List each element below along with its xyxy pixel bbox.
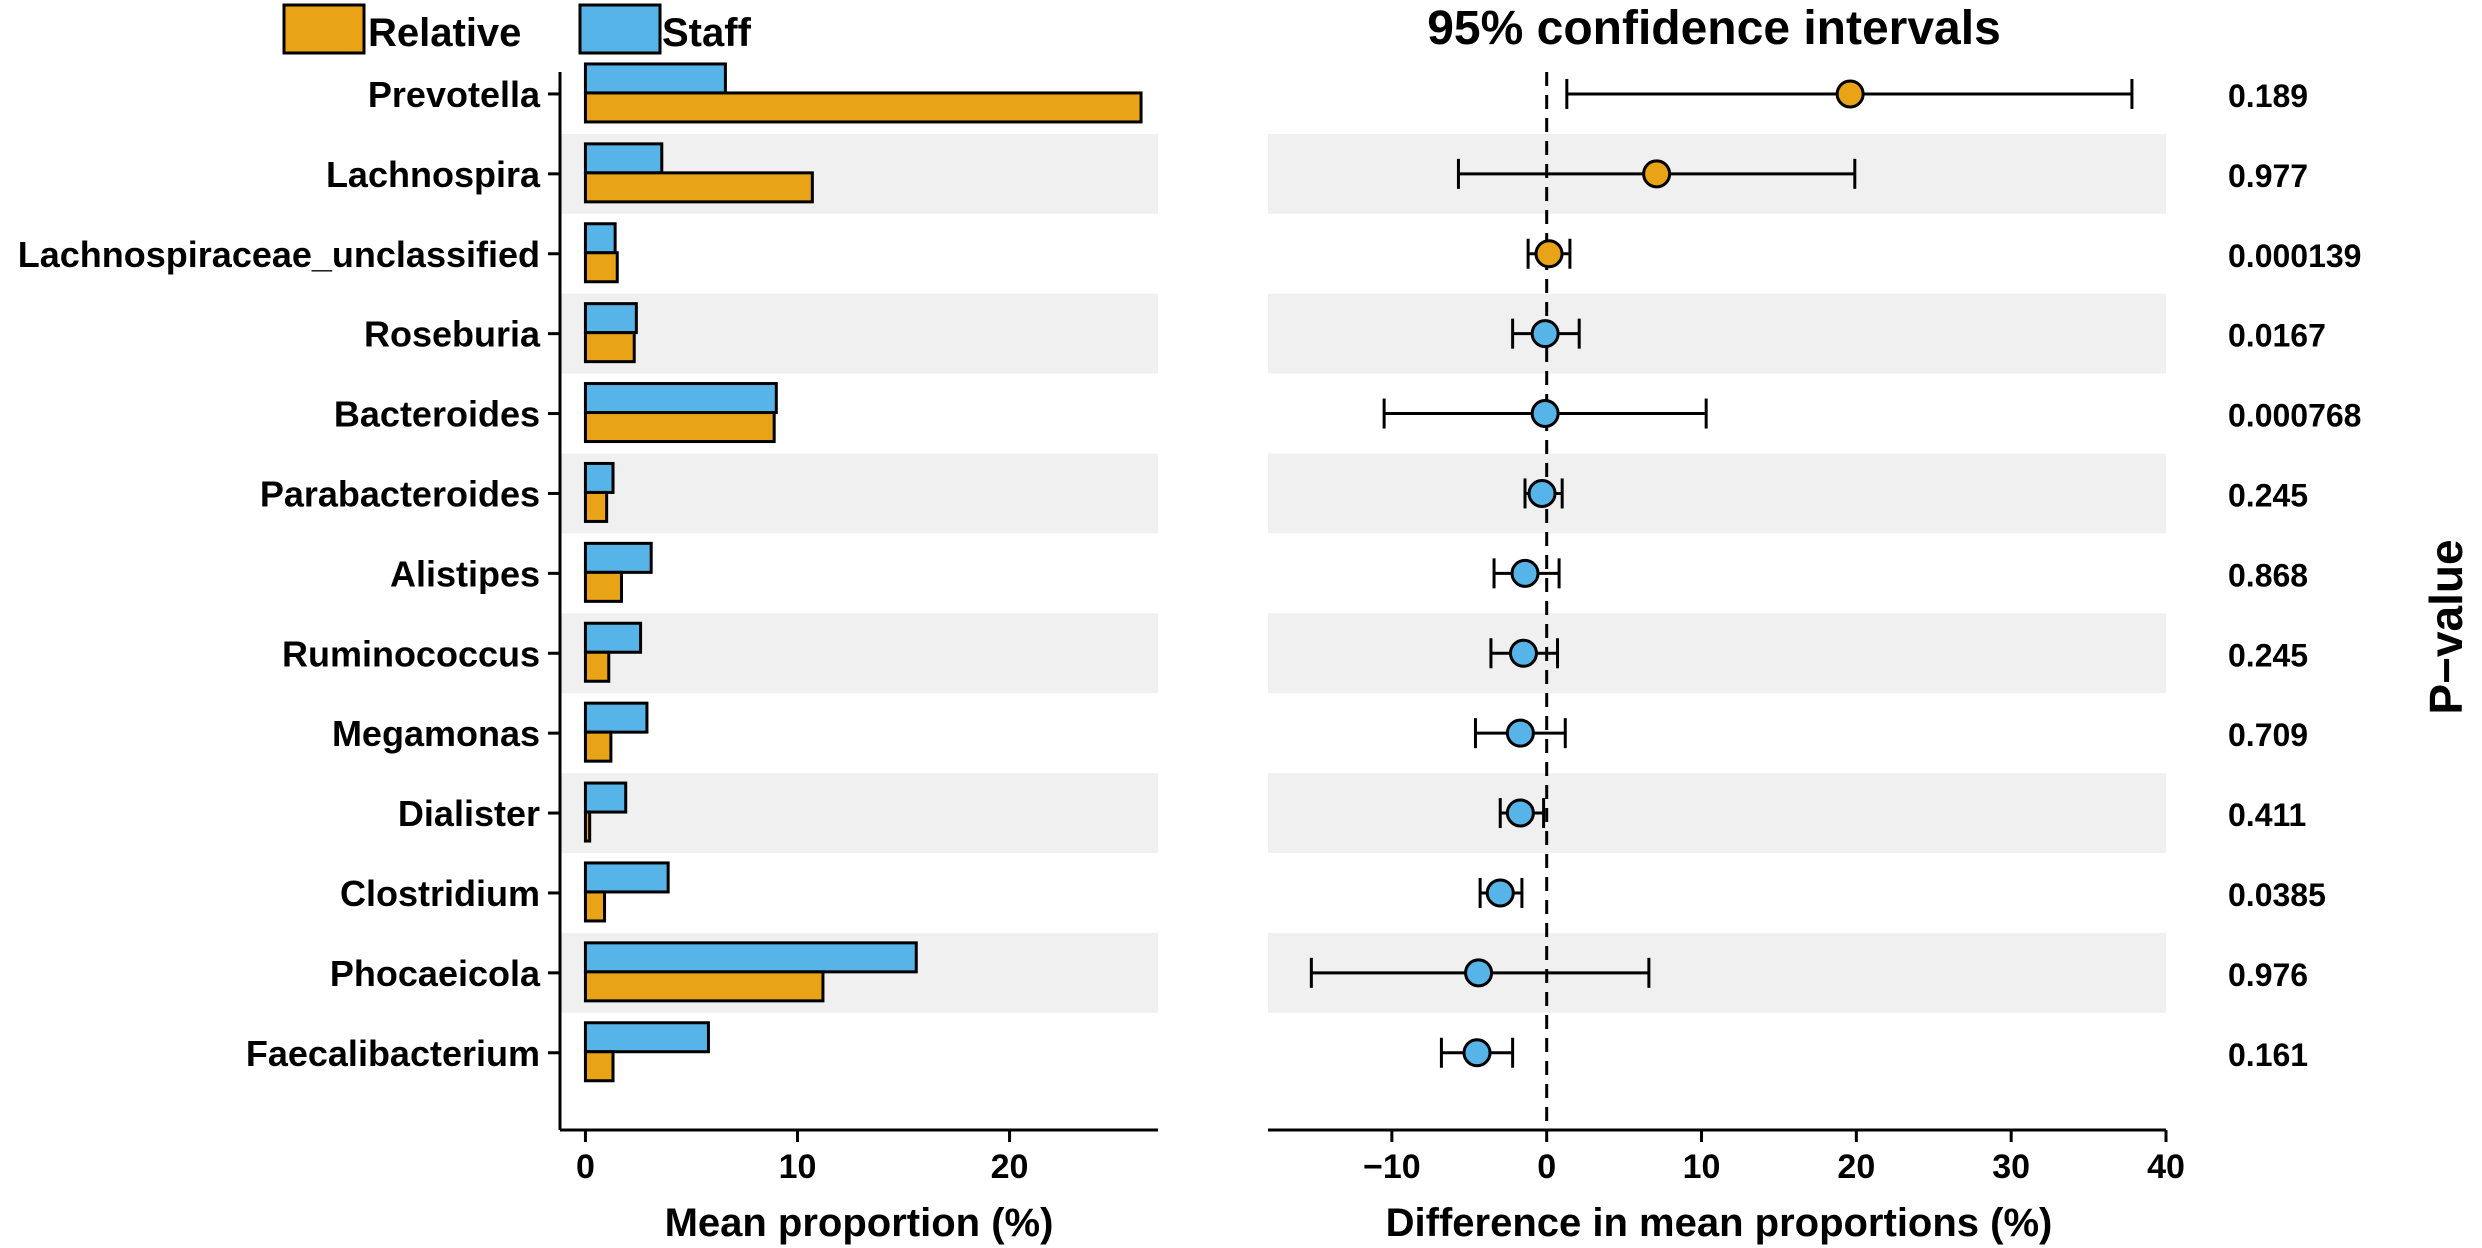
bar-relative [583, 570, 623, 603]
category-label: Clostridium [340, 873, 540, 914]
category-label: Parabacteroides [260, 473, 540, 514]
p-value: 0.161 [2228, 1037, 2308, 1073]
bar-staff [583, 701, 649, 734]
p-value: 0.000768 [2228, 398, 2361, 434]
row-band [1268, 453, 2166, 534]
ci-point [1835, 79, 1865, 109]
category-label: Roseburia [364, 314, 541, 355]
category-label: Faecalibacterium [246, 1033, 540, 1074]
p-value: 0.709 [2228, 717, 2308, 753]
bar-relative [583, 1050, 615, 1083]
x-tick-label: 0 [576, 1148, 595, 1186]
legend-label-relative: Relative [368, 11, 521, 55]
bar-staff [583, 781, 628, 814]
bar-relative [583, 91, 1143, 124]
x-tick-label: 30 [1992, 1148, 2030, 1186]
p-value: 0.0385 [2228, 877, 2326, 913]
row-band [560, 613, 1158, 694]
p-value: 0.411 [2228, 797, 2306, 833]
x-axis-title: Mean proportion (%) [665, 1201, 1054, 1245]
bar-relative [583, 490, 609, 523]
p-value: 0.977 [2228, 158, 2308, 194]
category-label: Alistipes [390, 553, 540, 594]
legend-swatch-staff [578, 3, 662, 55]
legend: Relative Staff [282, 3, 752, 55]
ci-point [1642, 159, 1672, 189]
bar-relative [583, 890, 607, 923]
row-band [1268, 613, 2166, 694]
ci-point [1530, 319, 1560, 349]
bar-relative [583, 171, 814, 204]
category-label: Megamonas [332, 713, 540, 754]
x-tick-label: 20 [1837, 1148, 1875, 1186]
bar-staff [583, 461, 615, 494]
ci-point [1530, 399, 1560, 429]
bar-staff [583, 62, 727, 95]
p-value: 0.976 [2228, 957, 2308, 993]
ci-point [1462, 1038, 1492, 1068]
p-value-axis-label: P−value [2420, 539, 2472, 714]
ci-point [1508, 638, 1538, 668]
bar-relative [583, 970, 825, 1003]
bar-staff [583, 222, 617, 255]
p-value: 0.245 [2228, 477, 2308, 513]
legend-label-staff: Staff [662, 11, 752, 55]
category-label: Lachnospiraceae_unclassified [18, 234, 540, 275]
bar-relative [583, 810, 592, 843]
bar-staff [583, 142, 664, 175]
ci-point [1464, 958, 1494, 988]
bar-staff [583, 621, 643, 654]
p-value: 0.189 [2228, 78, 2308, 114]
bar-staff [583, 302, 638, 335]
bar-panel: Prevotella Lachnospira Lachnospiraceae_unc… [18, 62, 1158, 1245]
bar-relative [583, 251, 619, 284]
bar-relative [583, 650, 611, 683]
bar-staff [583, 941, 918, 974]
row-band [1268, 773, 2166, 853]
x-tick-label: 10 [1683, 1148, 1721, 1186]
ci-panel: −10 0 10 20 30 40 Difference in mean proportio… [1268, 72, 2185, 1245]
x-tick-label: −10 [1363, 1148, 1421, 1186]
bar-staff [583, 1021, 710, 1054]
x-tick-label: 20 [991, 1148, 1029, 1186]
bar-staff [583, 861, 670, 894]
category-label: Lachnospira [326, 154, 541, 195]
category-label: Bacteroides [334, 394, 540, 435]
row-band [560, 293, 1158, 374]
ci-point [1485, 878, 1515, 908]
ci-point [1510, 558, 1540, 588]
row-band [560, 773, 1158, 853]
category-label: Dialister [398, 793, 540, 834]
x-tick-label: 40 [2147, 1148, 2185, 1186]
category-label: Phocaeicola [330, 953, 541, 994]
ci-point [1505, 798, 1535, 828]
bar-staff [583, 541, 653, 574]
category-label: Prevotella [368, 74, 541, 115]
bar-relative [583, 730, 613, 763]
x-axis-title: Difference in mean proportions (%) [1386, 1201, 2053, 1245]
row-band [560, 453, 1158, 534]
x-tick-label: 10 [779, 1148, 817, 1186]
ci-point [1534, 239, 1564, 269]
bar-relative [583, 411, 776, 444]
ci-point [1505, 718, 1535, 748]
p-value: 0.868 [2228, 557, 2308, 593]
p-value: 0.245 [2228, 637, 2308, 673]
row-band [1268, 293, 2166, 374]
p-value: 0.0167 [2228, 318, 2326, 354]
legend-swatch-relative [282, 3, 366, 55]
bar-relative [583, 331, 636, 364]
p-value: 0.000139 [2228, 238, 2361, 274]
ci-plot-title: 95% confidence intervals [1427, 2, 2001, 55]
category-label: Ruminococcus [282, 633, 540, 674]
ci-point [1527, 478, 1557, 508]
x-tick-label: 0 [1537, 1148, 1556, 1186]
p-value-column: 0.189 0.977 0.000139 0.0167 0.000768 0.245 0.8… [2228, 78, 2361, 1073]
bar-staff [583, 382, 778, 415]
